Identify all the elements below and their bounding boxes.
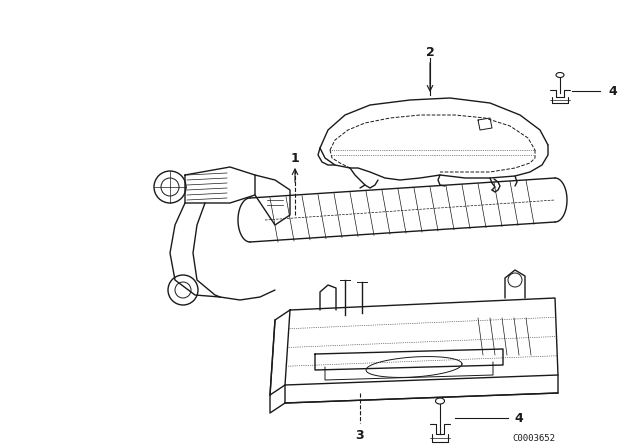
Text: 2: 2: [426, 46, 435, 59]
Text: 3: 3: [356, 428, 364, 441]
Text: 4: 4: [514, 412, 523, 425]
Text: 4: 4: [608, 85, 617, 98]
Text: C0003652: C0003652: [512, 434, 555, 443]
Text: 1: 1: [291, 151, 300, 164]
